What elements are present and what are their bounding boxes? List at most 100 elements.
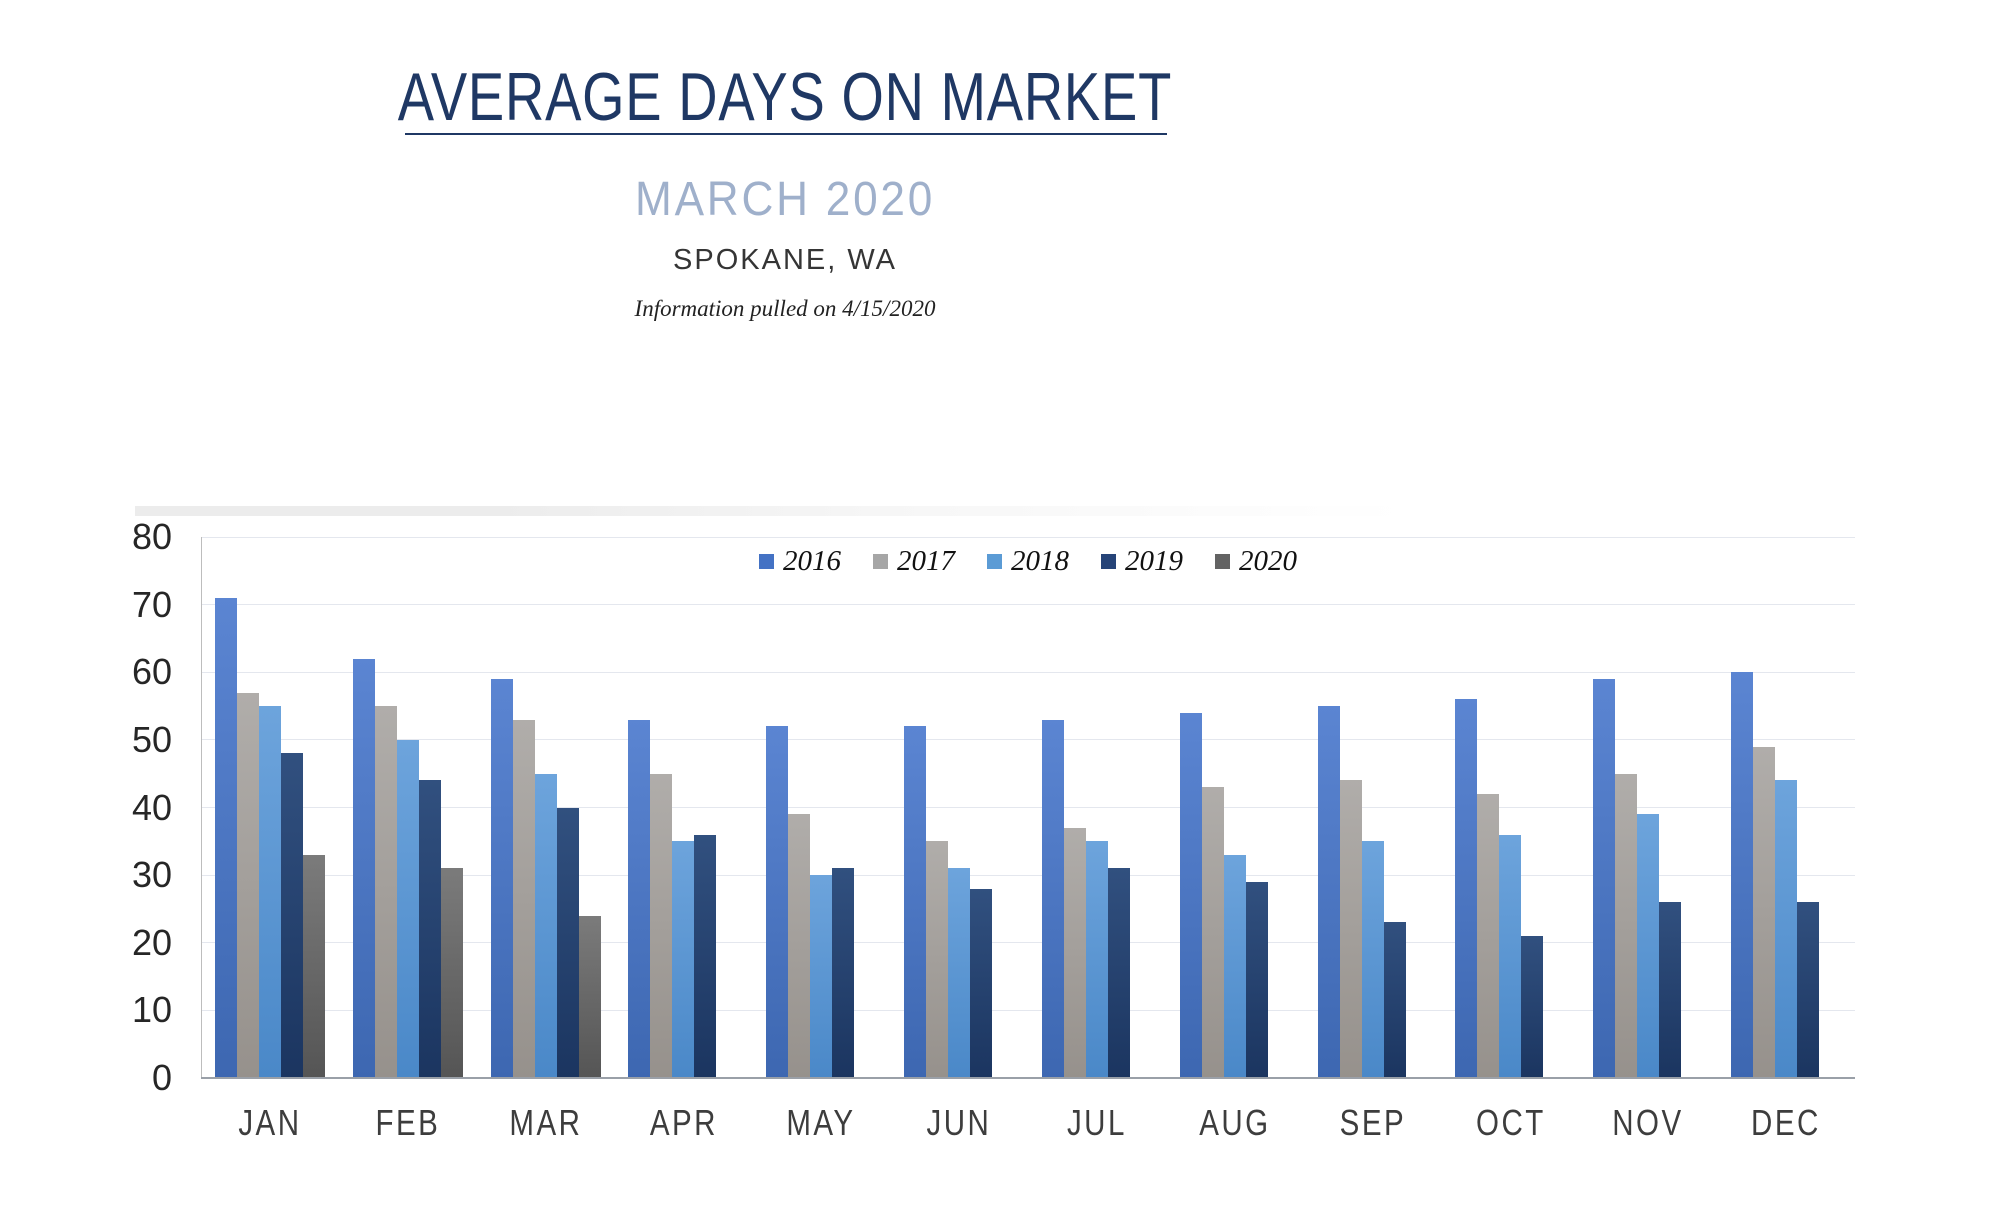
gridline-20 <box>201 942 1855 944</box>
bar-dec-2019 <box>1797 902 1820 1078</box>
bar-feb-2018 <box>396 739 419 1078</box>
x-axis-baseline <box>201 1077 1855 1079</box>
y-axis-label-80: 80 <box>131 516 172 557</box>
bar-jun-2016 <box>904 726 927 1078</box>
legend-swatch-2016 <box>759 554 774 569</box>
bar-oct-2017 <box>1477 793 1500 1078</box>
report-location: SPOKANE, WA <box>673 244 897 276</box>
bar-mar-2016 <box>490 679 513 1078</box>
bar-may-2016 <box>766 726 789 1078</box>
bar-jul-2019 <box>1107 868 1130 1078</box>
bar-jun-2017 <box>926 841 949 1078</box>
x-axis-label-nov: NOV <box>1612 1102 1684 1143</box>
bar-aug-2019 <box>1245 881 1268 1078</box>
legend-swatch-2019 <box>1101 554 1116 569</box>
report-month-text: MARCH 2020 <box>634 173 936 226</box>
gridline-70 <box>201 604 1855 606</box>
x-axis-label-oct: OCT <box>1475 1102 1546 1143</box>
legend-label-2017: 2017 <box>897 545 955 577</box>
bar-mar-2019 <box>556 807 579 1078</box>
x-axis-label-jun: JUN <box>926 1102 992 1143</box>
bar-jan-2018 <box>258 706 281 1078</box>
y-axis-label-20: 20 <box>131 921 172 963</box>
bar-sep-2017 <box>1339 780 1362 1078</box>
legend-item-2017: 2017 <box>873 547 955 576</box>
bar-feb-2017 <box>374 706 397 1078</box>
bar-sep-2018 <box>1361 841 1384 1078</box>
y-axis-label-30: 30 <box>131 854 172 896</box>
legend-swatch-2017 <box>873 554 888 569</box>
page-title: AVERAGE DAYS ON MARKET <box>0 58 1570 136</box>
y-axis-label-70: 70 <box>131 583 172 625</box>
bar-apr-2016 <box>628 719 651 1078</box>
bar-may-2017 <box>788 814 811 1078</box>
x-axis-label-may: MAY <box>786 1102 856 1143</box>
x-axis-label-sep: SEP <box>1339 1102 1406 1143</box>
bar-jul-2017 <box>1063 827 1086 1078</box>
bar-jun-2018 <box>948 868 971 1078</box>
y-axis-label-10: 10 <box>131 989 172 1031</box>
bar-feb-2019 <box>418 780 441 1078</box>
gridline-40 <box>201 807 1855 808</box>
bar-dec-2017 <box>1753 746 1776 1078</box>
report-note: Information pulled on 4/15/2020 <box>634 296 936 321</box>
legend-item-2018: 2018 <box>987 547 1069 576</box>
bar-feb-2020 <box>440 868 463 1078</box>
bar-sep-2019 <box>1383 922 1406 1078</box>
bar-mar-2017 <box>512 719 535 1078</box>
legend-item-2019: 2019 <box>1101 547 1183 576</box>
y-axis-line <box>201 537 202 1078</box>
bar-jul-2018 <box>1085 841 1108 1078</box>
x-axis-label-feb: FEB <box>375 1102 441 1143</box>
bar-oct-2016 <box>1455 699 1478 1078</box>
bar-apr-2019 <box>694 834 717 1078</box>
bar-may-2019 <box>832 868 855 1078</box>
legend-swatch-2020 <box>1215 554 1230 569</box>
bar-nov-2016 <box>1593 679 1616 1078</box>
x-axis-label-mar: MAR <box>509 1102 583 1143</box>
bar-aug-2018 <box>1223 854 1246 1078</box>
bar-dec-2016 <box>1731 672 1754 1078</box>
x-axis-label-jul: JUL <box>1066 1102 1127 1143</box>
gridline-30 <box>201 874 1855 876</box>
gridline-10 <box>201 1009 1855 1011</box>
bar-mar-2018 <box>534 773 557 1078</box>
bar-apr-2017 <box>650 773 673 1078</box>
bar-jan-2019 <box>280 753 303 1078</box>
bar-sep-2016 <box>1317 706 1340 1078</box>
x-axis-label-apr: APR <box>649 1102 718 1143</box>
bar-oct-2019 <box>1521 935 1544 1078</box>
bar-aug-2016 <box>1179 712 1202 1078</box>
y-axis-label-40: 40 <box>131 786 172 828</box>
report-month: MARCH 2020 <box>0 172 1570 227</box>
bar-nov-2017 <box>1615 773 1638 1078</box>
gridline-80 <box>201 536 1855 538</box>
legend-label-2018: 2018 <box>1011 545 1069 577</box>
gridline-60 <box>201 671 1855 673</box>
bar-jan-2016 <box>214 597 237 1078</box>
bar-nov-2019 <box>1659 902 1682 1078</box>
title-underline <box>405 133 1167 135</box>
x-axis-label-dec: DEC <box>1751 1102 1821 1143</box>
bar-jan-2017 <box>236 692 259 1078</box>
bar-feb-2016 <box>352 658 375 1078</box>
x-axis-label-aug: AUG <box>1199 1102 1271 1143</box>
bar-may-2018 <box>810 875 833 1078</box>
legend-item-2016: 2016 <box>759 547 841 576</box>
background-band <box>135 506 1407 516</box>
x-axis-label-jan: JAN <box>238 1102 302 1143</box>
gridline-50 <box>201 739 1855 741</box>
bar-jun-2019 <box>970 888 993 1078</box>
bar-apr-2018 <box>672 841 695 1078</box>
bar-oct-2018 <box>1499 834 1522 1078</box>
legend-label-2016: 2016 <box>783 545 841 577</box>
legend-item-2020: 2020 <box>1215 547 1297 576</box>
y-axis-label-0: 0 <box>151 1057 172 1098</box>
legend-swatch-2018 <box>987 554 1002 569</box>
page-title-text: AVERAGE DAYS ON MARKET <box>397 59 1173 135</box>
legend-label-2020: 2020 <box>1239 545 1297 577</box>
bar-nov-2018 <box>1637 814 1660 1078</box>
bar-jan-2020 <box>302 854 325 1078</box>
y-axis-label-50: 50 <box>131 718 172 760</box>
